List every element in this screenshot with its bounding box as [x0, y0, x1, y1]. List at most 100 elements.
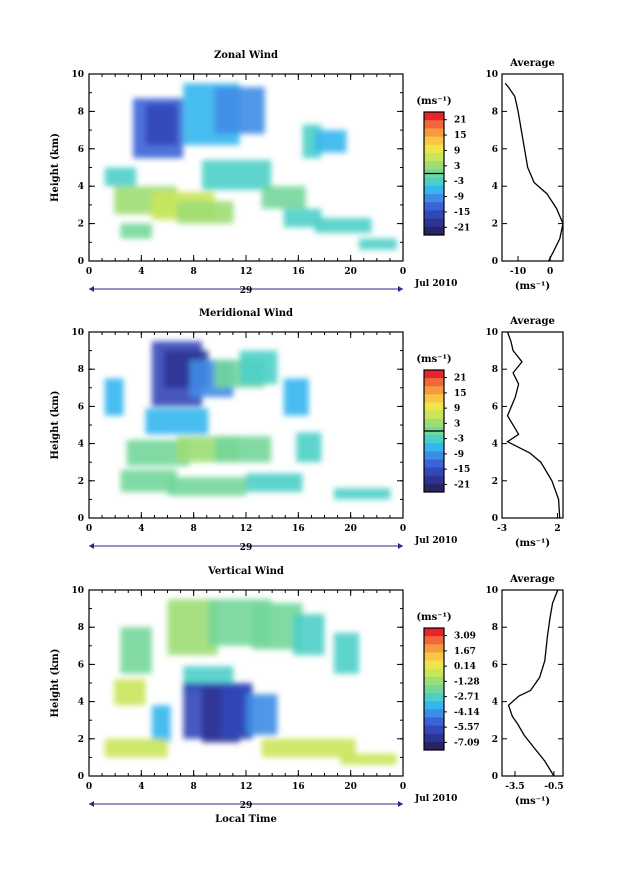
- x-tick-label: 16: [292, 524, 305, 534]
- colorbar-tick-label: -4.14: [454, 708, 480, 718]
- colorbar-swatch: [424, 394, 444, 404]
- average-y-tick-label: 2: [492, 735, 498, 745]
- colorbar-tick-label: -21: [454, 480, 470, 490]
- colorbar-swatch: [424, 161, 444, 170]
- average-frame: [501, 73, 564, 262]
- panel-2: Meridional Wind 0 2 4 6 8 10 Height (km) 0 4 8 12 16…: [50, 308, 564, 553]
- x-tick-label: 0: [400, 267, 406, 277]
- colorbar-swatch: [424, 418, 444, 428]
- panel-title: Vertical Wind: [207, 566, 284, 577]
- field-layer: [104, 599, 397, 765]
- average-frame: [501, 589, 564, 777]
- average-x-tick-label: -10: [510, 267, 526, 277]
- y-tick-label: 4: [78, 698, 84, 708]
- colorbar-tick-label: -9: [454, 450, 464, 460]
- date-bar-arrow-right: [398, 286, 403, 292]
- panel-title: Zonal Wind: [214, 50, 278, 61]
- colorbar-tick-label: 3: [454, 162, 460, 172]
- colorbar-swatch: [424, 636, 444, 645]
- colorbar-swatch: [424, 709, 444, 718]
- average-profile-line: [507, 589, 559, 777]
- average-y-tick-label: 0: [492, 257, 498, 267]
- x-tick-label: 20: [344, 782, 357, 792]
- colorbar-tick-label: -3: [454, 177, 464, 187]
- x-tick-label: 8: [191, 782, 197, 792]
- average-x-tick-label: -0.5: [544, 782, 563, 792]
- y-tick-label: 10: [71, 586, 84, 596]
- colorbar-swatch: [424, 378, 444, 387]
- average-y-tick-label: 0: [492, 772, 498, 782]
- x-tick-label: 4: [138, 782, 144, 792]
- month-label: Jul 2010: [414, 794, 457, 804]
- x-tick-label: 8: [191, 524, 197, 534]
- date-bar-arrow-left: [89, 286, 94, 292]
- x-tick-label: 4: [138, 524, 144, 534]
- field-blob: [214, 436, 272, 463]
- colorbar-swatch: [424, 684, 444, 694]
- field-blob: [145, 103, 177, 146]
- average-frame: [501, 331, 564, 519]
- field-blob: [104, 378, 124, 416]
- field-blob: [293, 614, 325, 656]
- colorbar-swatch: [424, 386, 444, 395]
- y-tick-label: 10: [71, 70, 84, 80]
- colorbar-swatch: [424, 676, 444, 686]
- x-tick-label: 16: [292, 267, 305, 277]
- month-label: Jul 2010: [414, 279, 457, 289]
- field-blob: [315, 130, 347, 153]
- x-tick-label: 12: [240, 782, 253, 792]
- colorbar-swatch: [424, 402, 444, 412]
- colorbar-swatch: [424, 693, 444, 702]
- colorbar-swatch: [424, 628, 444, 637]
- colorbar-tick-label: 15: [454, 131, 467, 141]
- field-blobs: [104, 83, 397, 250]
- colorbar-tick-label: -9: [454, 193, 464, 203]
- y-tick-label: 8: [78, 107, 84, 117]
- field-layer: [104, 341, 391, 500]
- average-y-tick-label: 10: [485, 70, 498, 80]
- date-label: 29: [240, 543, 253, 553]
- x-tick-label: 20: [344, 524, 357, 534]
- colorbar-swatch: [424, 194, 444, 203]
- date-label: 29: [240, 801, 253, 811]
- y-tick-label: 10: [71, 328, 84, 338]
- colorbar-tick-label: 1.67: [454, 647, 476, 657]
- field-blob: [315, 217, 372, 233]
- field-blob: [167, 477, 246, 496]
- field-blob: [120, 223, 152, 239]
- average-y-tick-label: 4: [492, 182, 498, 192]
- colorbar-swatch: [424, 185, 444, 195]
- colorbar-swatch: [424, 370, 444, 379]
- field-blob: [261, 186, 306, 209]
- field-blob: [145, 408, 209, 435]
- colorbar-swatch: [424, 660, 444, 670]
- x-tick-label: 20: [344, 267, 357, 277]
- colorbar-unit: (ms⁻¹): [416, 96, 451, 107]
- y-tick-label: 6: [78, 402, 84, 412]
- month-label: Jul 2010: [414, 536, 457, 546]
- colorbar-swatch: [424, 410, 444, 420]
- field-blob: [104, 167, 137, 187]
- date-label: 29: [240, 286, 253, 296]
- colorbar-tick-label: 21: [454, 116, 467, 126]
- average-y-tick-label: 4: [492, 440, 498, 450]
- x-tick-label: 16: [292, 782, 305, 792]
- colorbar-swatch: [424, 202, 444, 211]
- field-blob: [120, 627, 152, 674]
- average-title: Average: [509, 574, 555, 585]
- y-tick-label: 8: [78, 623, 84, 633]
- panel-title: Meridional Wind: [199, 308, 293, 319]
- colorbar-unit: (ms⁻¹): [416, 612, 451, 623]
- field-blob: [114, 679, 146, 706]
- colorbar-frame: [423, 627, 445, 751]
- average-x-label: (ms⁻¹): [515, 796, 550, 807]
- y-tick-label: 6: [78, 145, 84, 155]
- colorbar-swatch: [424, 467, 444, 477]
- x-tick-label: 12: [240, 267, 253, 277]
- colorbar-tick-label: -7.09: [454, 738, 480, 748]
- colorbar-swatch: [424, 144, 444, 154]
- colorbar-swatch: [424, 459, 444, 469]
- date-bar-arrow-right: [398, 801, 403, 807]
- field-blob: [333, 632, 360, 674]
